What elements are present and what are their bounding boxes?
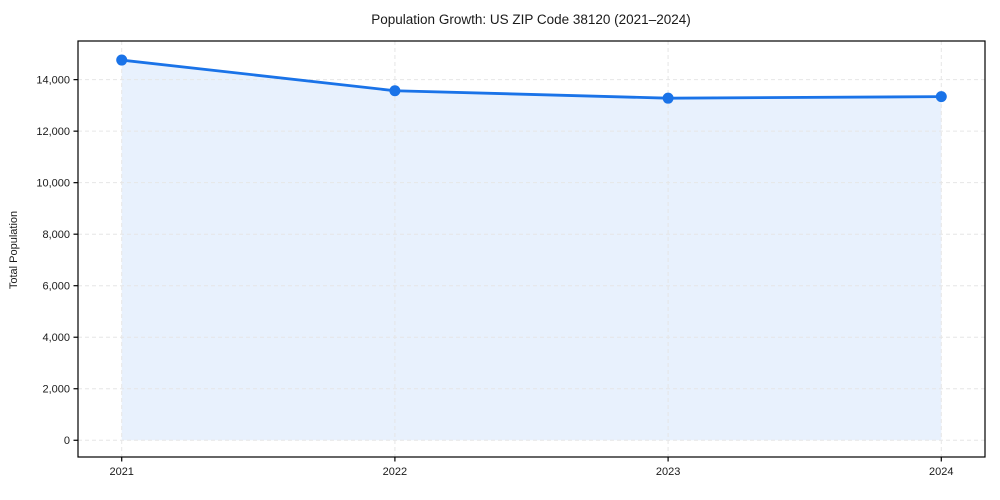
y-tick-label: 8,000	[42, 229, 70, 241]
plot-generated-layers: 0 2,000 4,000 6,000 8,000 10,000 12,000 14,000 2…	[36, 40, 986, 478]
y-tick-label: 12,000	[36, 126, 70, 138]
y-tick-label: 6,000	[42, 281, 70, 293]
y-tick-label: 4,000	[42, 332, 70, 344]
data-point-marker	[935, 91, 947, 103]
y-axis-label: Total Population	[8, 211, 20, 289]
data-point-marker	[116, 54, 128, 66]
y-tick-label: 14,000	[36, 74, 70, 86]
y-tick-label: 2,000	[42, 384, 70, 396]
data-point-marker	[389, 85, 401, 97]
x-tick-label: 2022	[383, 466, 407, 478]
x-tick-label: 2024	[929, 466, 953, 478]
y-tick-label: 10,000	[36, 178, 70, 190]
x-tick-label: 2023	[656, 466, 680, 478]
y-tick-label: 0	[64, 435, 70, 447]
data-point-marker	[662, 92, 674, 104]
chart-title: Population Growth: US ZIP Code 38120 (20…	[371, 12, 690, 27]
plot-border	[77, 40, 986, 458]
x-tick-label: 2021	[109, 466, 133, 478]
data-line	[120, 58, 943, 100]
area-fill	[121, 60, 942, 441]
